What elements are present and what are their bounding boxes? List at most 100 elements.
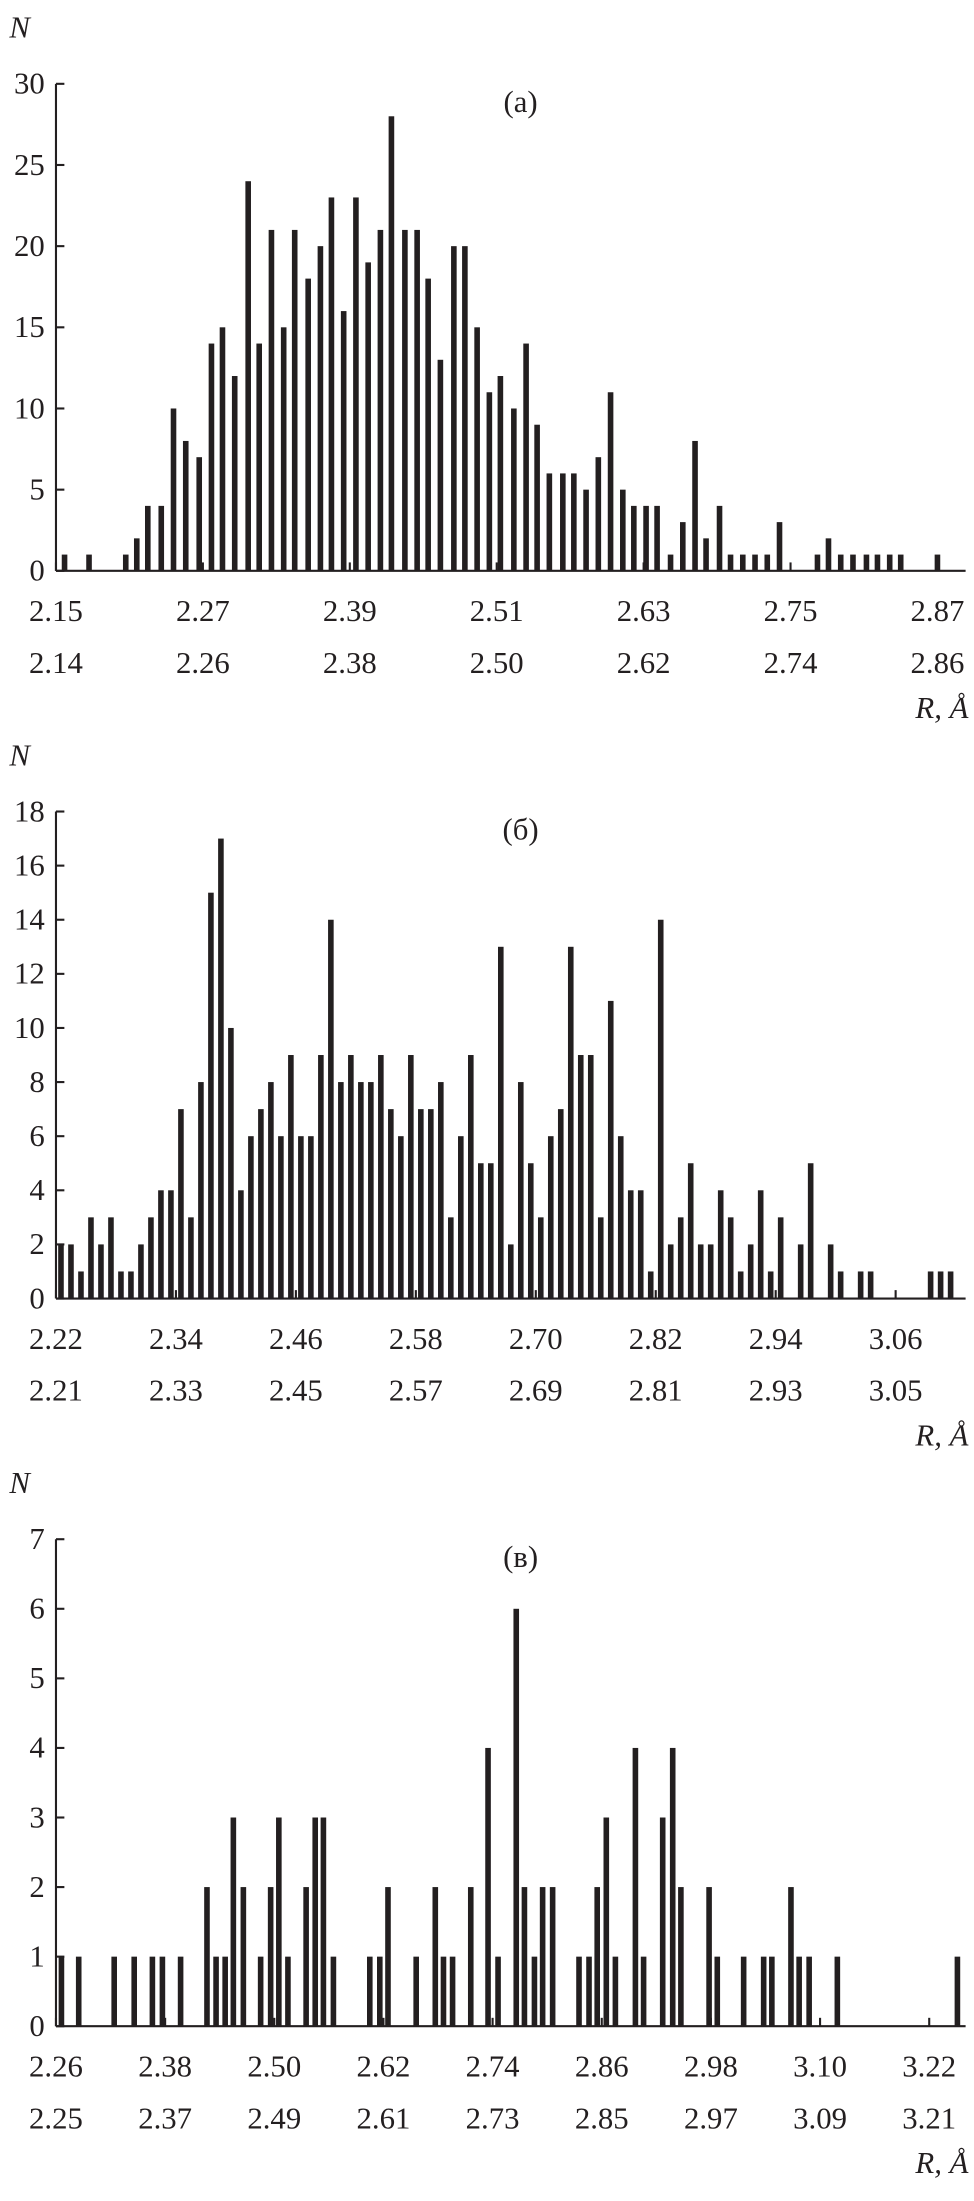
bar: [834, 1956, 841, 2027]
bar: [128, 1271, 134, 1299]
bar: [328, 919, 334, 1299]
bar: [617, 1136, 624, 1299]
x-tick-label: 2.38: [138, 2050, 192, 2084]
bar: [122, 554, 129, 571]
bar: [280, 327, 287, 571]
bar: [577, 1055, 584, 1299]
bar: [366, 1956, 373, 2027]
bar: [149, 1956, 156, 2027]
panel: 0 2 4 6 8 10 12 14 16 18 2.22 2.21 2.34 2.33 2.46 2.45 2…: [8, 738, 968, 1452]
x-tick-label-lower: 2.33: [149, 1374, 203, 1408]
x-tick-label-lower: 2.69: [509, 1374, 563, 1408]
x-tick-label: 2.63: [617, 594, 671, 628]
bar: [557, 1109, 564, 1299]
y-tick-label: 2: [29, 1227, 44, 1261]
bar: [245, 181, 251, 571]
bar: [527, 1163, 534, 1299]
bar: [692, 440, 698, 571]
y-tick-label: 20: [14, 229, 45, 263]
bar: [511, 408, 517, 571]
bar: [377, 1956, 383, 2027]
bar: [607, 392, 614, 571]
y-tick-label: 6: [29, 1592, 44, 1626]
bar: [707, 1244, 714, 1299]
bar: [546, 473, 553, 571]
bar: [303, 1887, 309, 2027]
bar: [897, 554, 904, 571]
bar: [298, 1136, 304, 1299]
bar: [408, 1055, 414, 1299]
y-tick-label: 10: [14, 1011, 45, 1045]
bar: [647, 1271, 654, 1299]
x-tick-label: 2.58: [389, 1322, 443, 1356]
bar: [58, 1956, 65, 2027]
x-tick-label-lower: 2.26: [176, 646, 230, 680]
bar: [204, 1887, 210, 2027]
bar: [133, 538, 140, 571]
bar: [468, 1055, 474, 1299]
x-tick-label-lower: 2.81: [629, 1374, 683, 1408]
bar: [188, 1217, 194, 1299]
bar: [58, 1244, 64, 1299]
bar: [716, 505, 723, 571]
x-tick-label: 2.98: [684, 2050, 738, 2084]
x-tick-label-lower: 2.85: [575, 2101, 629, 2135]
bar: [267, 1887, 274, 2027]
bar: [612, 1956, 619, 2027]
bar: [607, 1000, 614, 1299]
bar: [328, 197, 335, 571]
x-tick-label-lower: 2.73: [466, 2101, 520, 2135]
bar: [348, 1055, 354, 1299]
bar: [276, 1817, 282, 2027]
x-tick-label-lower: 2.38: [323, 646, 377, 680]
bar: [603, 1817, 610, 2027]
x-tick-label: 2.94: [749, 1322, 803, 1356]
bar: [196, 457, 203, 571]
bar: [706, 1887, 712, 2027]
bar: [740, 1956, 747, 2027]
bar: [560, 473, 566, 571]
bar: [523, 343, 529, 571]
bar: [458, 1136, 464, 1299]
bar: [368, 1082, 374, 1299]
bar: [837, 554, 844, 571]
x-tick-label-lower: 2.61: [357, 2101, 411, 2135]
bar: [486, 392, 493, 571]
bar: [583, 489, 589, 571]
bar: [788, 1887, 794, 2027]
y-tick-label: 30: [14, 67, 45, 101]
x-tick-label: 2.15: [29, 594, 83, 628]
bar: [797, 1244, 804, 1299]
bar: [385, 1887, 391, 2027]
bar: [874, 554, 881, 571]
bar: [285, 1956, 291, 2027]
bar: [643, 505, 649, 571]
bar: [497, 946, 504, 1299]
bar: [806, 1956, 812, 2027]
bar: [238, 1190, 244, 1299]
y-tick-label: 0: [29, 1281, 44, 1315]
bar: [144, 505, 151, 571]
y-tick-label: 5: [29, 1661, 44, 1695]
y-tick-label: 2: [29, 1870, 44, 1904]
y-axis-label: N: [8, 1466, 31, 1500]
bar: [595, 457, 602, 571]
y-tick-label: 15: [14, 310, 45, 344]
x-tick-label-lower: 2.97: [684, 2101, 738, 2135]
bar: [947, 1271, 954, 1299]
bar: [108, 1217, 114, 1299]
bar: [760, 1956, 767, 2027]
bar: [398, 1136, 404, 1299]
bar: [752, 554, 758, 571]
x-tick-label-lower: 3.05: [869, 1374, 923, 1408]
bar: [268, 229, 275, 571]
bar: [178, 1109, 184, 1299]
bar: [305, 278, 311, 571]
bar: [338, 1082, 344, 1299]
y-axis-label: N: [8, 11, 31, 45]
bar: [449, 1956, 456, 2027]
bar: [291, 229, 298, 571]
bar: [667, 1244, 674, 1299]
bar: [168, 1190, 174, 1299]
bar: [158, 1190, 164, 1299]
